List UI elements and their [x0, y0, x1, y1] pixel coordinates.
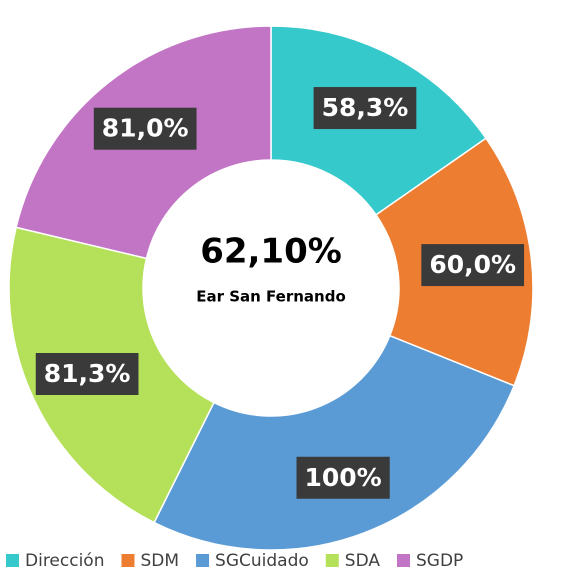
legend-label: SDM [140, 551, 179, 571]
data-label-box [421, 244, 525, 287]
center-caption: Ear San Fernando [196, 288, 346, 306]
center-value: 62,10% [200, 232, 342, 272]
legend-label: SGCuidado [215, 551, 309, 571]
data-label-box [93, 107, 197, 150]
legend-swatch [196, 554, 210, 567]
legend-label: SGDP [416, 551, 463, 571]
legend-swatch [325, 554, 339, 567]
legend-label: Dirección [25, 551, 104, 571]
data-label: 58,3% [313, 87, 417, 130]
data-label: 81,3% [35, 353, 139, 396]
slice [153, 334, 516, 551]
legend-swatch [6, 554, 19, 567]
data-label-box [296, 456, 390, 499]
data-label: 81,0% [93, 107, 197, 150]
data-label-box [35, 353, 139, 396]
data-label-box [313, 87, 417, 130]
legend-label: SDA [345, 551, 381, 571]
legend-swatch [121, 554, 135, 567]
data-label: 60,0% [421, 244, 525, 287]
data-label-text: 81,0% [102, 114, 189, 143]
legend: Dirección SDM SGCuidado SDA SGDP [6, 551, 463, 571]
data-label: 100% [296, 456, 390, 499]
data-label-text: 100% [305, 463, 382, 492]
data-label-text: 81,3% [44, 359, 131, 388]
data-label-text: 58,3% [322, 93, 409, 122]
data-label-text: 60,0% [429, 250, 516, 279]
legend-swatch [397, 554, 410, 567]
